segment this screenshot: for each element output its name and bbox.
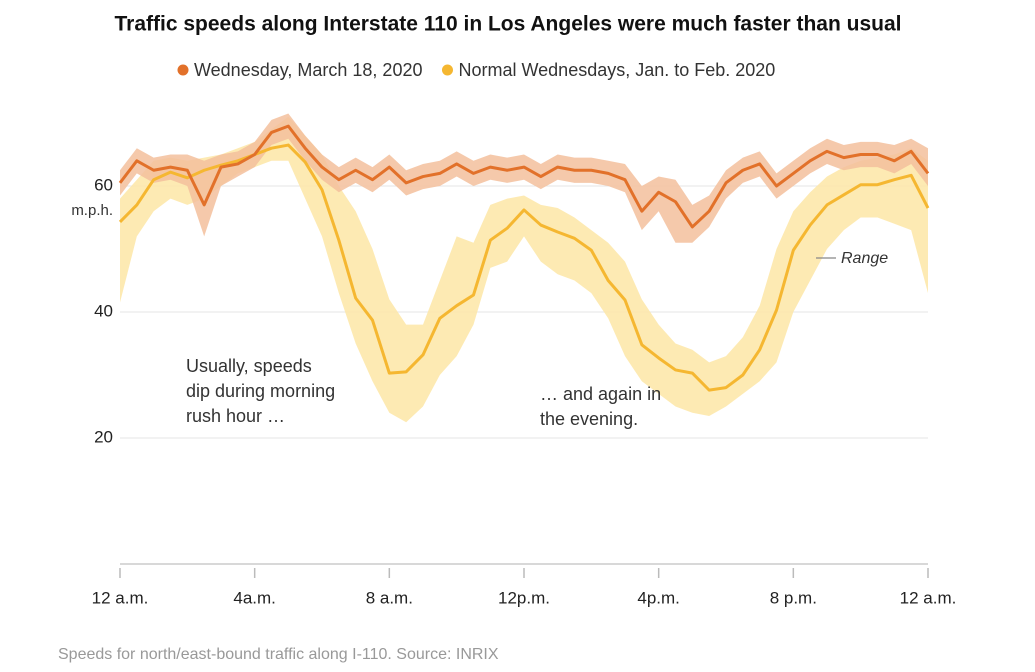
- annotation: Usually, speeds: [186, 356, 312, 376]
- x-tick-label: 4p.m.: [637, 588, 680, 607]
- y-tick-label: 20: [94, 427, 113, 446]
- x-tick-label: 8 a.m.: [366, 588, 413, 607]
- legend-label: Normal Wednesdays, Jan. to Feb. 2020: [458, 60, 775, 80]
- x-tick-label: 8 p.m.: [770, 588, 817, 607]
- annotation: the evening.: [540, 409, 638, 429]
- x-tick-label: 12p.m.: [498, 588, 550, 607]
- range-label: Range: [841, 250, 888, 267]
- x-tick-label: 12 a.m.: [92, 588, 149, 607]
- y-unit-label: m.p.h.: [71, 202, 113, 219]
- series-line: [118, 124, 930, 229]
- source-note: Speeds for north/east-bound traffic alon…: [58, 646, 499, 663]
- range-band: [120, 113, 928, 243]
- legend-dot: [177, 64, 189, 76]
- chart-title: Traffic speeds along Interstate 110 in L…: [115, 13, 902, 36]
- annotation: … and again in: [540, 384, 661, 404]
- y-tick-label: 40: [94, 301, 113, 320]
- annotation: rush hour …: [186, 406, 285, 426]
- legend-label: Wednesday, March 18, 2020: [194, 60, 422, 80]
- x-tick-label: 12 a.m.: [900, 588, 957, 607]
- y-tick-label: 60: [94, 175, 113, 194]
- annotation: dip during morning: [186, 381, 335, 401]
- legend-dot: [441, 64, 453, 76]
- x-tick-label: 4a.m.: [233, 588, 276, 607]
